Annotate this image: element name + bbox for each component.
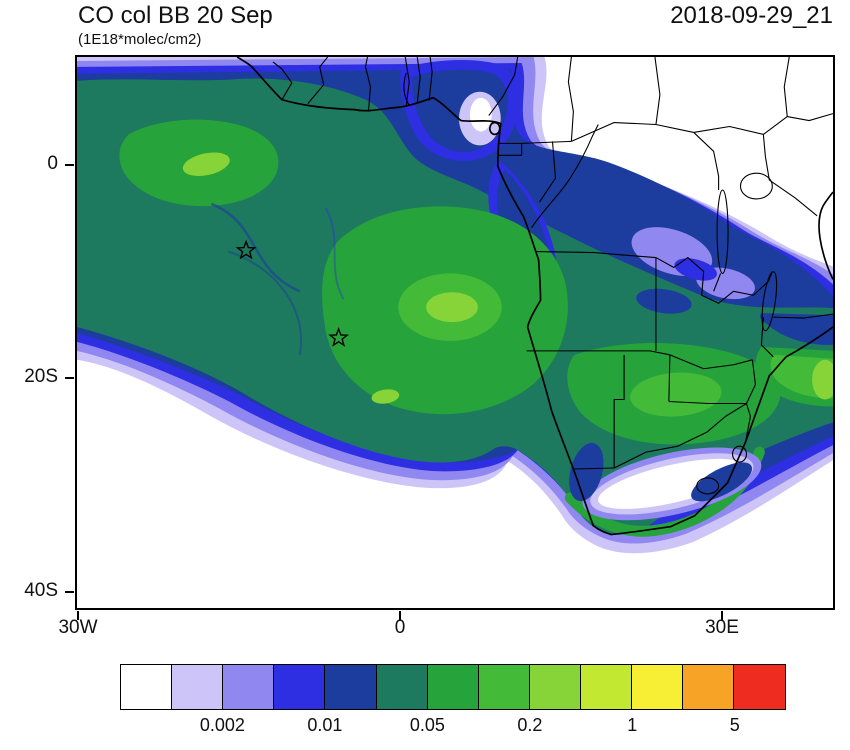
colorbar-cell — [222, 664, 275, 710]
lake-victoria — [739, 172, 773, 200]
bioko-island — [488, 121, 501, 136]
y-axis-tick-20s — [65, 377, 74, 379]
colorbar-cell — [324, 664, 378, 710]
contour-spot-level-0.5-core — [426, 292, 478, 323]
colorbar-cell — [528, 664, 582, 710]
x-axis-tick-30w — [77, 611, 79, 620]
coastline-west-south-africa — [236, 57, 833, 536]
colorbar-label: 0.01 — [307, 715, 343, 735]
plot-title: CO col BB 20 Sep — [78, 2, 273, 29]
contour-slot-bight-white — [469, 97, 492, 132]
colorbar-cell — [120, 664, 173, 710]
swaziland-border — [731, 445, 748, 463]
y-axis-label-40s: 40S — [24, 580, 58, 601]
colorbar-label: 0.05 — [409, 715, 445, 735]
x-axis-label-30w: 30W — [58, 617, 98, 638]
coastline-east-africa — [818, 191, 833, 280]
star-marker-ascension — [235, 239, 257, 260]
lesotho-border — [696, 477, 720, 495]
country-borders — [272, 57, 833, 470]
map-plot-frame — [75, 55, 835, 610]
contour-wisp-2 — [227, 250, 302, 356]
lake-tanganyika — [716, 189, 729, 274]
contour-wisp-3 — [324, 207, 345, 300]
colorbar-cell — [375, 664, 429, 710]
colorbar-label: 0.2 — [517, 715, 543, 735]
contour-karoo-white — [598, 458, 746, 509]
y-axis-tick-40s — [65, 591, 74, 593]
colorbar-label: 5 — [729, 715, 740, 735]
coastlines — [236, 57, 833, 536]
lakes — [696, 172, 778, 495]
colorbar-label: 0.002 — [199, 715, 245, 735]
contour-blob-zambia-navy — [636, 288, 692, 314]
x-axis-tick-0 — [399, 611, 401, 620]
plot-units-subtitle: (1E18*molec/cm2) — [78, 31, 202, 48]
contour-fills — [77, 57, 833, 608]
colorbar-label: 1 — [627, 715, 638, 735]
contour-mottle-drc-3 — [674, 258, 718, 281]
station-markers — [235, 239, 350, 347]
contour-spot-level-0.5-east — [812, 359, 833, 400]
x-axis-label-30e: 30E — [705, 617, 739, 638]
plot-datetime: 2018-09-29_21 — [670, 2, 833, 29]
lake-malawi — [761, 271, 778, 332]
colorbar-cell — [477, 664, 531, 710]
colorbar-cell — [579, 664, 633, 710]
colorbar-cell — [733, 664, 787, 710]
colorbar-cell — [682, 664, 735, 710]
y-axis-label-20s: 20S — [24, 366, 58, 387]
y-axis-tick-0 — [65, 164, 74, 166]
colorbar-cell — [426, 664, 480, 710]
x-axis-label-0: 0 — [394, 617, 406, 638]
colorbar-cell — [171, 664, 224, 710]
colorbar — [120, 664, 787, 710]
contour-band-mozambique-navy — [759, 313, 833, 345]
contour-blob-durban-navy — [691, 462, 753, 502]
contour-fill-level-0.2-interior — [630, 372, 722, 417]
contour-wisp-1 — [210, 202, 301, 293]
star-marker-sthelena — [328, 327, 350, 347]
colorbar-cell — [631, 664, 684, 710]
contour-spot-level-0.5-northwest — [182, 152, 230, 176]
x-axis-tick-30e — [721, 611, 723, 620]
contour-spot-level-0.5-south — [371, 389, 400, 404]
colorbar-labels: 0.002 0.01 0.05 0.2 1 5 — [120, 715, 786, 741]
contour-blob-west-coast-navy — [569, 442, 604, 502]
colorbar-cell — [273, 664, 327, 710]
map-plot — [77, 57, 833, 608]
y-axis-label-0: 0 — [47, 153, 58, 174]
